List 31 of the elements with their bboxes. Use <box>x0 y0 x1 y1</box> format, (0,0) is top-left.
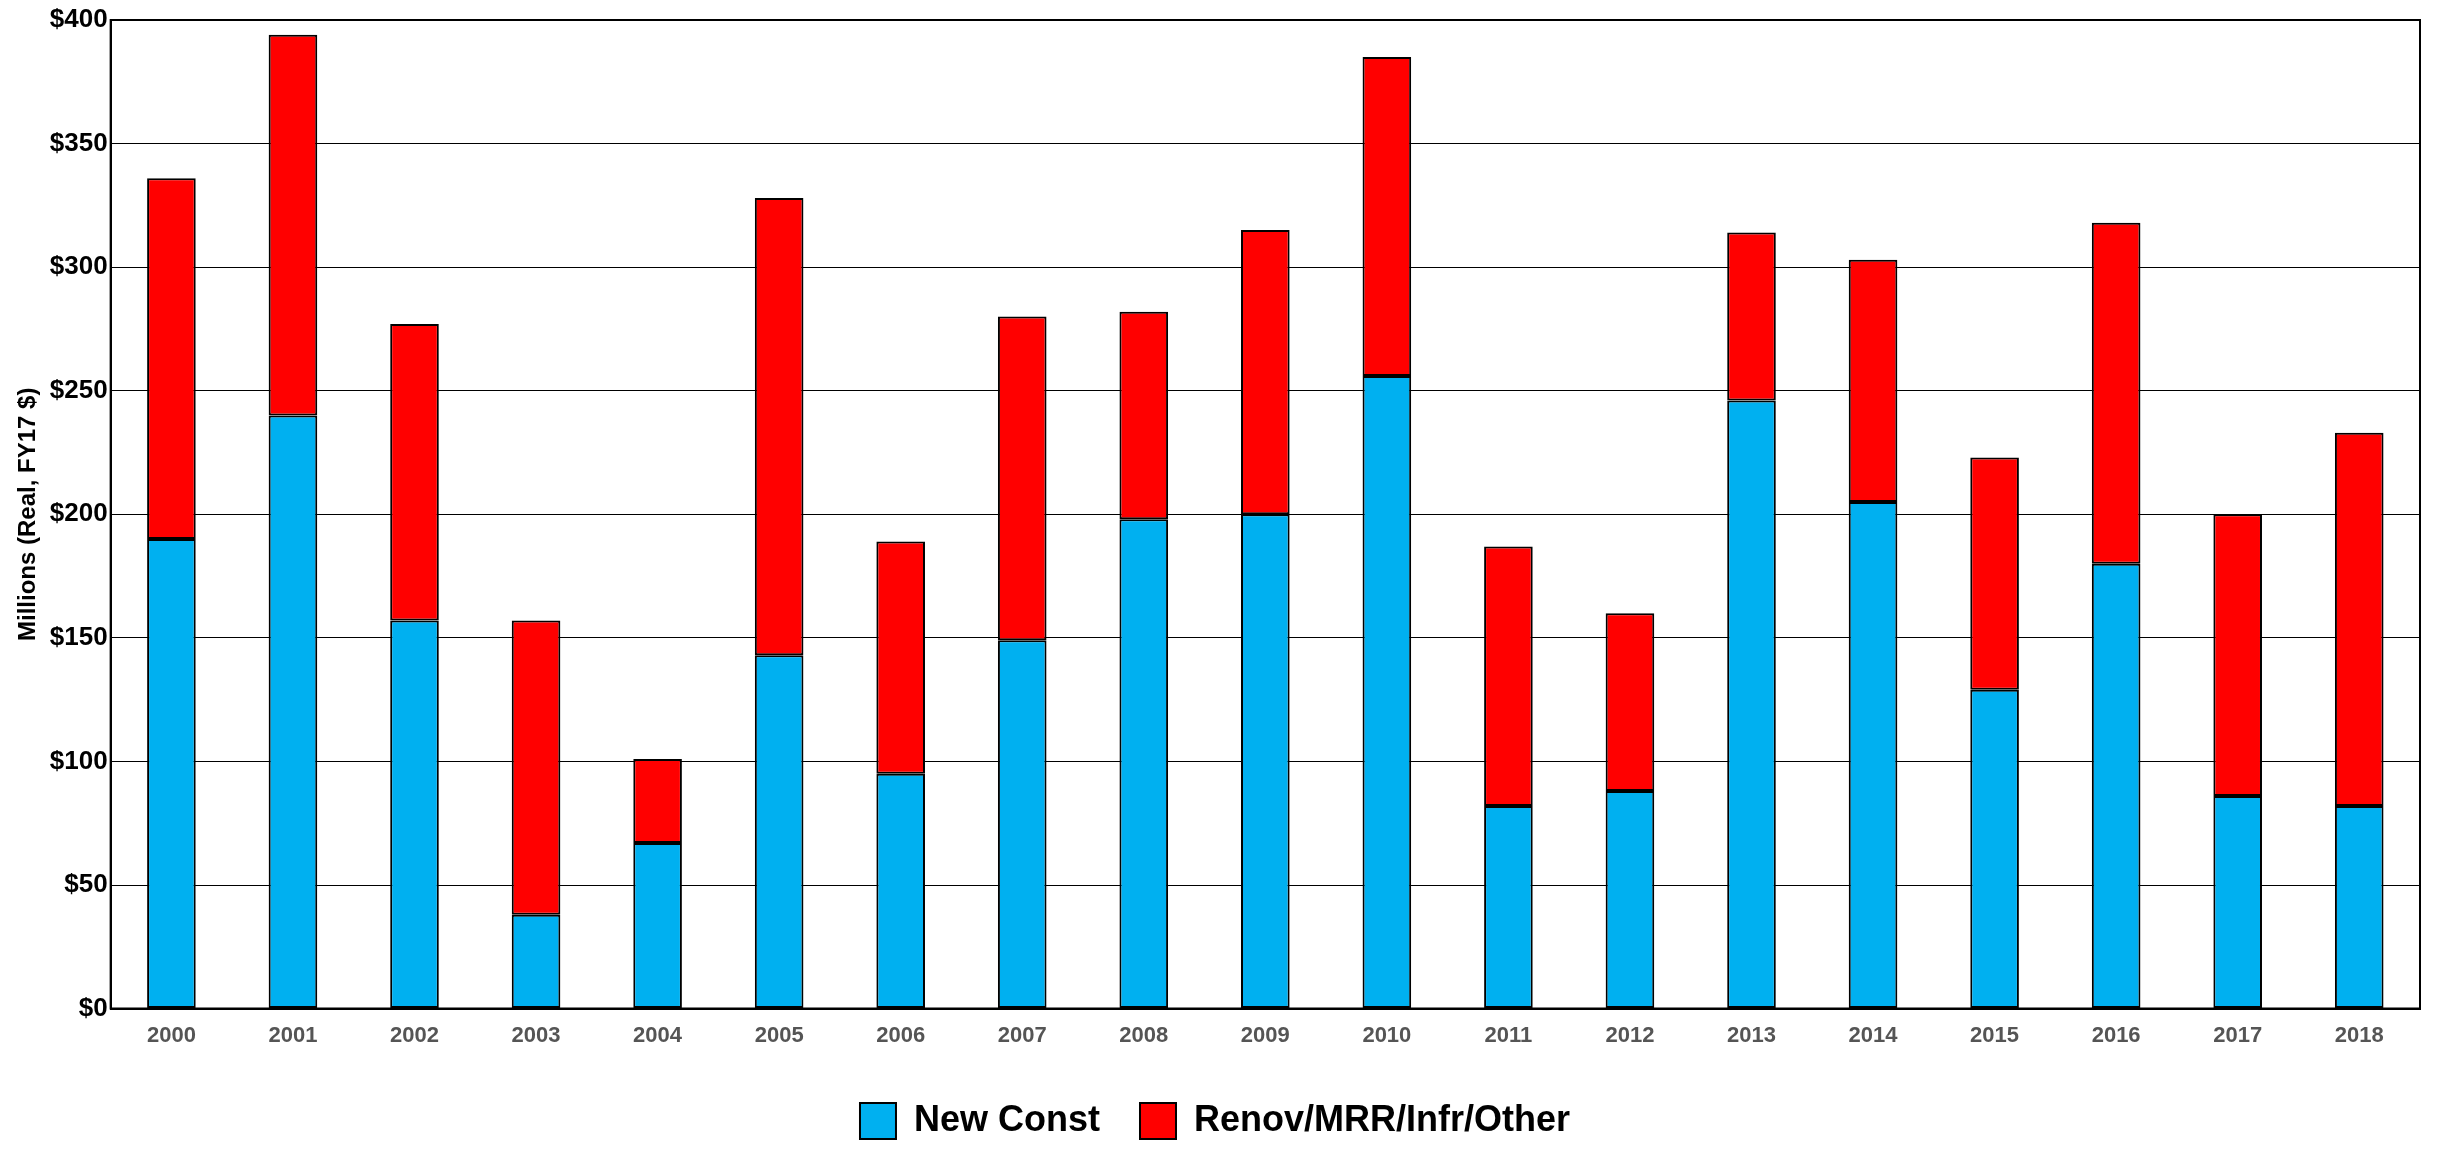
x-tick-label: 2003 <box>511 1021 561 1047</box>
x-tick-label: 2018 <box>2334 1021 2384 1047</box>
y-tick-label: $100 <box>49 744 108 775</box>
x-tick-label: 2006 <box>876 1021 926 1047</box>
y-tick-label: $350 <box>49 126 108 157</box>
x-tick-label: 2007 <box>997 1021 1047 1047</box>
x-tick-label: 2013 <box>1727 1021 1776 1047</box>
x-tick-label: 2009 <box>1240 1021 1290 1047</box>
x-tick-label: 2002 <box>390 1021 439 1047</box>
x-tick-label: 2008 <box>1119 1021 1169 1047</box>
y-tick-label: $250 <box>49 373 108 404</box>
x-tick-label: 2014 <box>1848 1021 1899 1047</box>
x-tick-label: 2017 <box>2213 1021 2263 1047</box>
x-tick-label: 2004 <box>633 1021 683 1047</box>
x-tick-label: 2011 <box>1484 1021 1533 1047</box>
x-tick-label: 2001 <box>268 1021 318 1047</box>
y-tick-label: $300 <box>49 250 108 281</box>
x-tick-label: 2000 <box>146 1021 196 1047</box>
x-tick-label: 2016 <box>2091 1021 2141 1047</box>
legend-label: Renov/MRR/Infr/Other <box>1194 1097 1571 1139</box>
x-tick-label: 2010 <box>1362 1021 1412 1047</box>
x-tick-label: 2012 <box>1605 1021 1655 1047</box>
y-tick-label: $200 <box>49 497 108 528</box>
y-axis-title: Millions (Real, FY17 $) <box>13 387 41 641</box>
y-tick-label: $150 <box>49 621 108 652</box>
x-tick-label: 2015 <box>1970 1021 2020 1047</box>
y-tick-label: $50 <box>64 868 108 899</box>
legend-label: New Const <box>913 1097 1101 1139</box>
y-tick-label: $400 <box>49 3 108 34</box>
x-tick-label: 2005 <box>754 1021 804 1047</box>
y-tick-label: $0 <box>78 991 108 1022</box>
